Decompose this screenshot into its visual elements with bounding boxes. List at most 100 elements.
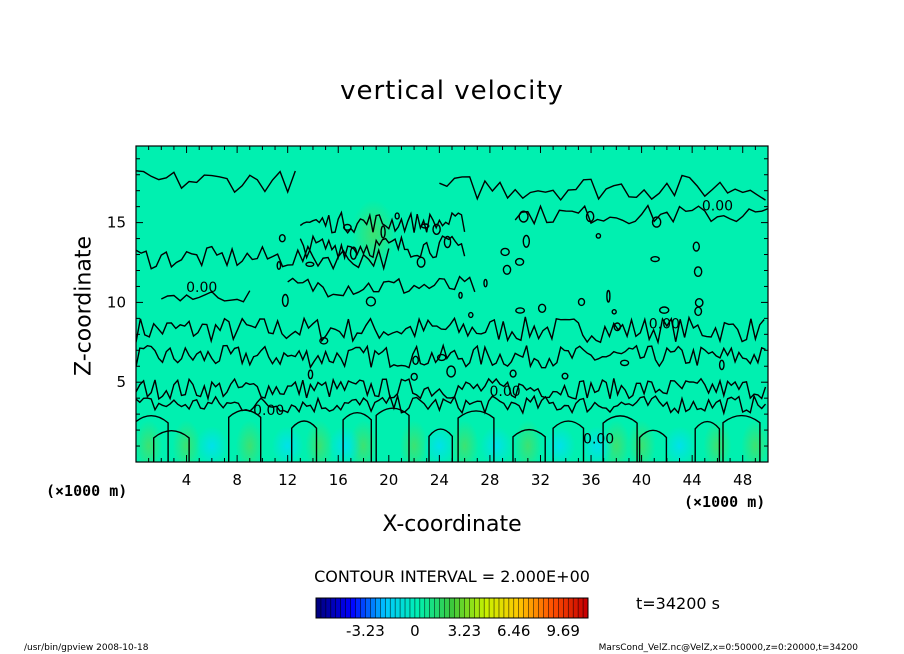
contour-line-71 [467, 311, 474, 319]
shade-green-3 [305, 420, 334, 462]
x-tick-label-7: 32 [531, 471, 550, 489]
shade-cyan-5 [543, 426, 576, 462]
x-ticks: 4 8 12 16 20 24 28 32 36 40 44 48 [148, 146, 756, 489]
shade-green-1 [172, 420, 201, 462]
contour-label-5: 0.00 [490, 384, 521, 400]
colorbar-bin-54 [583, 598, 589, 618]
colorbar-bin-28 [454, 598, 460, 618]
colorbar-bin-2 [325, 598, 332, 618]
contour-line-11 [160, 290, 251, 303]
contour-line-52 [595, 232, 602, 239]
colorbar-bin-8 [355, 598, 362, 618]
x-tick-label-0: 4 [182, 471, 192, 489]
y-tick-label-1: 10 [107, 293, 126, 311]
shade-cyan-0 [195, 426, 228, 462]
contour-line-14 [228, 409, 262, 462]
shade-green-10 [703, 420, 732, 462]
contour-line-40 [693, 266, 703, 277]
contour-line-51 [307, 369, 314, 380]
contour-line-56 [380, 225, 386, 239]
contour-line-27 [416, 256, 426, 268]
shade-green-9 [627, 420, 656, 462]
footer-right: MarsCond_VelZ.nc@VelZ,x=0:50000,z=0:2000… [598, 643, 858, 653]
colorbar-bin-45 [538, 598, 544, 618]
x-tick-label-3: 16 [329, 471, 348, 489]
contour-line-15 [291, 420, 318, 462]
contour-line-26 [651, 216, 662, 228]
x-unit-right: (×1000 m) [684, 493, 766, 511]
colorbar-bin-44 [533, 598, 540, 618]
colorbar-bin-21 [419, 598, 426, 618]
shade-cyan-7 [663, 426, 696, 462]
colorbar-bin-30 [464, 598, 470, 618]
colorbar-tick-2: 3.23 [448, 622, 481, 640]
contour-line-36 [718, 359, 725, 371]
contour-line-31 [432, 223, 441, 236]
contour-line-12 [136, 415, 169, 462]
colorbar-bin-4 [335, 598, 342, 618]
contour-line-25 [722, 414, 761, 462]
contour-line-70 [281, 293, 289, 308]
contour-line-65 [412, 355, 419, 365]
contour-line-6 [136, 170, 296, 195]
x-unit-left: (×1000 m) [46, 482, 128, 500]
colorbar-bin-3 [330, 598, 337, 618]
colorbar-tick-4: 9.69 [547, 622, 580, 640]
y-tick-label-0: 5 [116, 373, 126, 391]
colorbar-bin-15 [390, 598, 396, 618]
shade-green-11 [741, 420, 768, 462]
contour-line-13 [153, 430, 190, 462]
shade-green-5 [400, 420, 429, 462]
contour-line-30 [436, 353, 447, 362]
contour-line-47 [650, 256, 660, 263]
chart-title: vertical velocity [340, 76, 564, 106]
footer-left: /usr/bin/gpview 2008-10-18 [24, 643, 149, 653]
shade-green-0 [136, 420, 163, 462]
contour-line-2 [136, 377, 767, 402]
contour-line-44 [692, 241, 700, 252]
x-tick-label-11: 48 [733, 471, 752, 489]
colorbar-bin-5 [340, 598, 347, 618]
contour-label-0: 0.00 [186, 280, 217, 296]
colorbar-bin-22 [424, 598, 431, 618]
colorbar-frame [315, 597, 589, 619]
contour-line-45 [514, 257, 525, 266]
contour-line-33 [611, 308, 617, 315]
contour-line-69 [694, 298, 704, 308]
colorbar-bin-11 [370, 598, 376, 618]
colorbar-bin-29 [459, 598, 465, 618]
contour-lines [136, 170, 768, 462]
x-tick-label-6: 28 [480, 471, 499, 489]
colorbar-bin-40 [513, 598, 520, 618]
colorbar-bin-47 [548, 598, 554, 618]
x-tick-label-8: 36 [581, 471, 600, 489]
contour-line-46 [585, 210, 595, 223]
contour-line-24 [694, 420, 721, 462]
colorbar-bin-52 [573, 598, 579, 618]
contour-line-20 [512, 428, 546, 462]
time-label: t=34200 s [636, 594, 720, 613]
contour-line-22 [602, 415, 638, 462]
contour-label-3: 0.00 [649, 317, 680, 333]
colorbar-bin-12 [375, 598, 381, 618]
contour-line-4 [136, 244, 390, 272]
colorbar-bin-24 [434, 598, 441, 618]
colorbar-bin-16 [395, 598, 401, 618]
colorbar-bin-36 [494, 598, 500, 618]
contour-line-68 [483, 278, 488, 288]
contour-labels: 0.00 0.00 0.00 0.00 0.00 0.00 [186, 199, 733, 448]
x-axis-label: X-coordinate [382, 512, 522, 537]
colorbar-bin-43 [528, 598, 535, 618]
x-tick-label-10: 44 [683, 471, 702, 489]
contour-line-38 [659, 306, 670, 314]
colorbar-bin-13 [380, 598, 386, 618]
contour-line-55 [349, 246, 358, 260]
contour-line-5 [287, 275, 476, 298]
shade-cyan-2 [328, 426, 361, 462]
colorbar-bin-27 [449, 598, 455, 618]
colorbar-bin-31 [469, 598, 475, 618]
colorbar-bin-37 [498, 598, 505, 618]
x-tick-label-4: 20 [379, 471, 398, 489]
colorbar-bin-25 [439, 598, 446, 618]
